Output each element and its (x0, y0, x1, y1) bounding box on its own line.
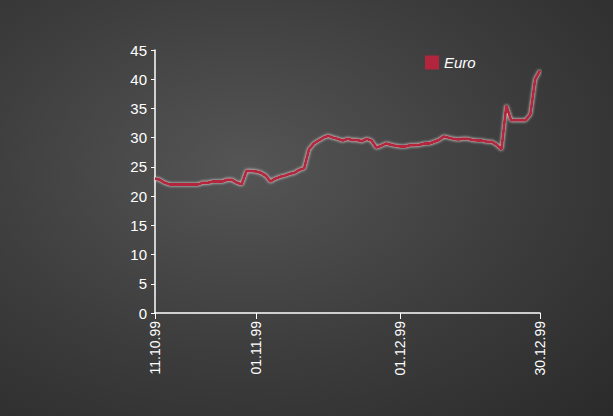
svg-text:5: 5 (139, 275, 147, 292)
svg-text:11.10.99: 11.10.99 (147, 321, 163, 375)
svg-text:30.12.99: 30.12.99 (532, 321, 548, 376)
svg-text:45: 45 (130, 42, 147, 59)
svg-text:20: 20 (130, 188, 147, 205)
svg-text:10: 10 (130, 246, 147, 263)
svg-text:35: 35 (130, 100, 147, 117)
svg-text:01.11.99: 01.11.99 (248, 321, 264, 375)
svg-text:40: 40 (130, 71, 147, 88)
svg-text:25: 25 (130, 158, 147, 175)
svg-text:15: 15 (130, 217, 147, 234)
svg-text:30: 30 (130, 129, 147, 146)
svg-text:01.12.99: 01.12.99 (392, 321, 408, 376)
svg-text:0: 0 (139, 305, 147, 322)
svg-text:Euro: Euro (444, 54, 476, 71)
